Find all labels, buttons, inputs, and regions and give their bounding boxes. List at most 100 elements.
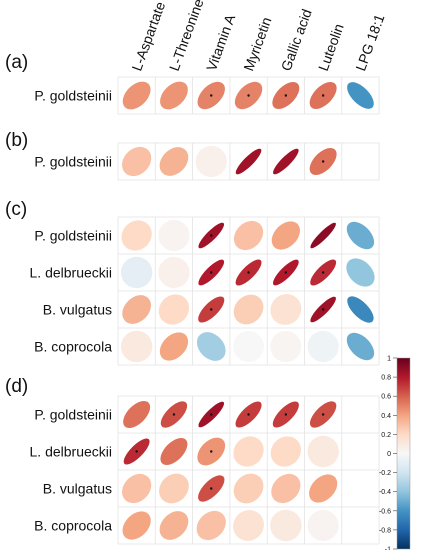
correlation-ellipse [120, 330, 153, 363]
correlation-ellipse [122, 295, 152, 324]
row-label: B. vulgatus [43, 481, 112, 497]
correlation-ellipse [233, 473, 264, 504]
significance-dot [321, 94, 325, 97]
colorbar-tick-label: -1 [385, 547, 391, 551]
correlation-ellipse [159, 332, 189, 361]
correlation-ellipse [233, 510, 264, 541]
correlation-ellipse [159, 473, 189, 504]
significance-dot [284, 94, 288, 97]
correlation-ellipse [307, 435, 339, 468]
correlation-ellipse [120, 256, 153, 289]
significance-dot [247, 271, 250, 274]
correlation-ellipse [196, 332, 226, 361]
colorbar-tick-label: 0 [387, 451, 391, 458]
colorbar-tick-label: 0.8 [381, 375, 391, 382]
row-label: L. delbrueckii [30, 265, 113, 281]
correlation-ellipse [122, 146, 152, 177]
row-label: B. vulgatus [43, 302, 112, 318]
panel-label: (c) [5, 199, 27, 220]
correlation-ellipse [160, 81, 188, 110]
correlation-ellipse [233, 220, 264, 251]
significance-dot [247, 94, 250, 97]
correlation-ellipse [235, 148, 262, 175]
significance-dot [321, 160, 325, 163]
correlation-ellipse [270, 330, 302, 363]
correlation-ellipse [270, 436, 301, 467]
row-label: P. goldsteinii [34, 154, 112, 170]
colorbar-tick-label: -0.4 [379, 489, 391, 496]
row-label: P. goldsteinii [34, 407, 112, 423]
correlation-ellipse [270, 294, 302, 325]
correlation-ellipse [158, 294, 190, 325]
correlation-ellipse [233, 294, 264, 325]
correlation-ellipse [307, 509, 339, 542]
colorbar-tick-label: 1 [387, 356, 391, 363]
correlation-ellipse [158, 256, 190, 289]
correlation-ellipse [346, 332, 375, 361]
panel-label: (b) [5, 130, 28, 151]
correlation-ellipse [270, 509, 302, 542]
correlation-ellipse [271, 473, 301, 504]
correlation-ellipse [159, 147, 189, 176]
colorbar-tick-label: -0.2 [379, 470, 391, 477]
colorbar-tick-label: -0.8 [379, 527, 391, 534]
correlation-ellipse [271, 221, 300, 250]
correlation-ellipse [309, 474, 338, 503]
significance-dot [210, 487, 213, 490]
row-label: L. delbrueckii [30, 444, 113, 460]
correlation-ellipse [122, 81, 151, 110]
significance-dot [210, 271, 213, 274]
column-header: LPG 18:1 [352, 12, 387, 73]
colorbar [396, 357, 411, 550]
correlation-ellipse [122, 511, 151, 540]
column-header: Gallic acid [278, 7, 315, 73]
colorbar-tick-label: 0.2 [381, 432, 391, 439]
correlation-ellipse [346, 221, 375, 250]
correlation-ellipse [273, 148, 299, 175]
column-header: L-Aspartate [128, 0, 168, 73]
significance-dot [321, 308, 325, 311]
column-header: Myricetin [240, 15, 274, 73]
significance-dot [210, 94, 213, 97]
panel-label: (d) [5, 376, 28, 397]
correlation-ellipse [233, 436, 264, 467]
significance-dot [210, 234, 213, 237]
correlation-ellipse [160, 437, 188, 466]
significance-dot [135, 450, 138, 453]
column-header: L-Threonine [166, 0, 207, 73]
row-label: P. goldsteinii [34, 228, 112, 244]
row-label: P. goldsteinii [34, 88, 112, 104]
column-header: Vitamin A [203, 12, 238, 73]
significance-dot [321, 271, 325, 274]
colorbar-tick-label: 0.4 [381, 413, 391, 420]
panel-label: (a) [5, 52, 28, 73]
significance-dot [321, 413, 325, 416]
correlation-ellipse [307, 330, 339, 363]
significance-dot [210, 450, 213, 453]
correlation-ellipse [123, 400, 151, 429]
correlation-ellipse [122, 473, 152, 504]
correlation-ellipse [159, 511, 189, 540]
column-header: Luteolin [315, 21, 347, 73]
significance-dot [247, 413, 250, 416]
correlation-ellipse [195, 145, 227, 178]
significance-dot [284, 413, 288, 416]
significance-dot [284, 271, 288, 274]
correlation-ellipse [121, 220, 152, 251]
correlation-ellipse [196, 510, 226, 541]
row-label: B. coprocola [34, 518, 112, 534]
row-label: B. coprocola [34, 339, 112, 355]
correlation-ellipse [347, 82, 374, 109]
colorbar-tick-label: -0.6 [379, 508, 391, 515]
correlation-ellipse [346, 258, 375, 287]
correlation-ellipse [310, 222, 336, 249]
significance-dot [210, 413, 213, 416]
correlation-ellipse [158, 219, 190, 252]
significance-dot [172, 413, 176, 416]
correlation-ellipse [347, 296, 374, 323]
colorbar-tick-label: 0.6 [381, 394, 391, 401]
significance-dot [210, 308, 213, 311]
correlation-ellipse [233, 331, 265, 362]
